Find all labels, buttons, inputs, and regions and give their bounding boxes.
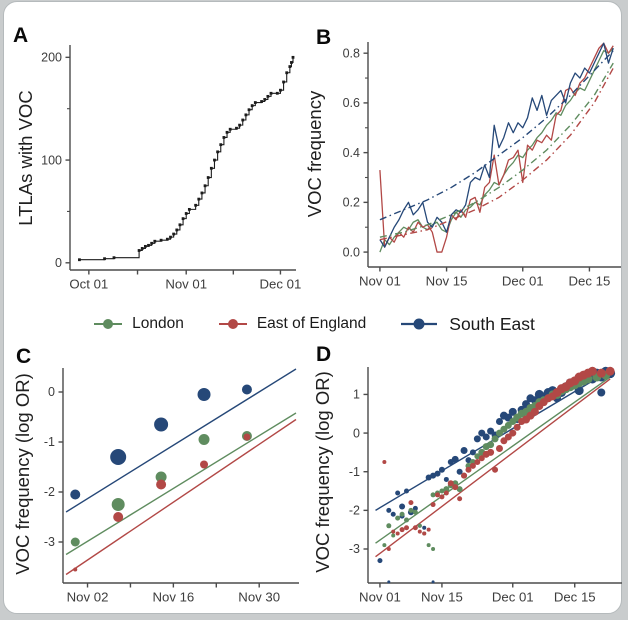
svg-text:0.8: 0.8 bbox=[343, 46, 360, 60]
svg-text:LTLAs with VOC: LTLAs with VOC bbox=[15, 90, 36, 225]
svg-text:VOC frequency (log OR): VOC frequency (log OR) bbox=[312, 371, 333, 573]
svg-text:-3: -3 bbox=[349, 542, 360, 556]
svg-text:Nov 01: Nov 01 bbox=[359, 590, 401, 605]
svg-text:Dec 15: Dec 15 bbox=[554, 590, 596, 605]
panel-c-letter: C bbox=[16, 345, 32, 368]
figure-card bbox=[3, 1, 622, 614]
svg-text:0: 0 bbox=[55, 256, 62, 270]
panel-d-letter: D bbox=[316, 343, 332, 366]
panel-a-letter: A bbox=[13, 24, 29, 47]
svg-text:Nov 15: Nov 15 bbox=[421, 590, 463, 605]
svg-text:0.0: 0.0 bbox=[343, 245, 360, 259]
svg-text:Nov 01: Nov 01 bbox=[165, 277, 207, 292]
panel-b-letter: B bbox=[316, 26, 332, 49]
svg-text:-1: -1 bbox=[44, 435, 55, 449]
svg-text:Nov 15: Nov 15 bbox=[426, 274, 468, 289]
east-of-england-line-dot-icon bbox=[218, 319, 247, 329]
svg-text:Nov 02: Nov 02 bbox=[67, 590, 109, 605]
svg-text:Nov 01: Nov 01 bbox=[359, 274, 401, 289]
figure-legend: London East of England South East bbox=[0, 310, 628, 338]
london-line-dot-icon bbox=[94, 319, 123, 329]
south-east-line-dot-icon bbox=[401, 318, 438, 330]
svg-text:Dec 01: Dec 01 bbox=[502, 274, 544, 289]
svg-text:1: 1 bbox=[353, 388, 360, 402]
legend-item-south-east: South East bbox=[400, 314, 535, 335]
svg-text:VOC frequency: VOC frequency bbox=[304, 90, 325, 217]
svg-text:-1: -1 bbox=[349, 465, 360, 479]
svg-text:Dec 01: Dec 01 bbox=[492, 590, 534, 605]
svg-text:Dec 01: Dec 01 bbox=[260, 277, 302, 292]
svg-text:200: 200 bbox=[41, 51, 62, 65]
legend-item-east-of-england: East of England bbox=[218, 315, 366, 333]
svg-text:0: 0 bbox=[48, 385, 55, 399]
legend-label-london: London bbox=[132, 315, 184, 332]
legend-label-east-of-england: East of England bbox=[256, 315, 367, 332]
svg-text:100: 100 bbox=[41, 153, 62, 167]
svg-text:-2: -2 bbox=[44, 485, 55, 499]
svg-text:0: 0 bbox=[353, 426, 360, 440]
svg-text:0.4: 0.4 bbox=[343, 146, 360, 160]
svg-text:Nov 30: Nov 30 bbox=[238, 590, 280, 605]
svg-text:0.6: 0.6 bbox=[343, 96, 360, 110]
svg-text:Nov 16: Nov 16 bbox=[152, 590, 194, 605]
svg-text:0.2: 0.2 bbox=[343, 196, 360, 210]
svg-text:-2: -2 bbox=[349, 504, 360, 518]
svg-text:Dec 15: Dec 15 bbox=[569, 274, 611, 289]
legend-label-south-east: South East bbox=[449, 313, 535, 334]
legend-item-london: London bbox=[93, 315, 184, 333]
svg-text:VOC frequency (log OR): VOC frequency (log OR) bbox=[12, 373, 33, 575]
svg-text:-3: -3 bbox=[44, 535, 55, 549]
svg-text:Oct 01: Oct 01 bbox=[69, 277, 108, 292]
